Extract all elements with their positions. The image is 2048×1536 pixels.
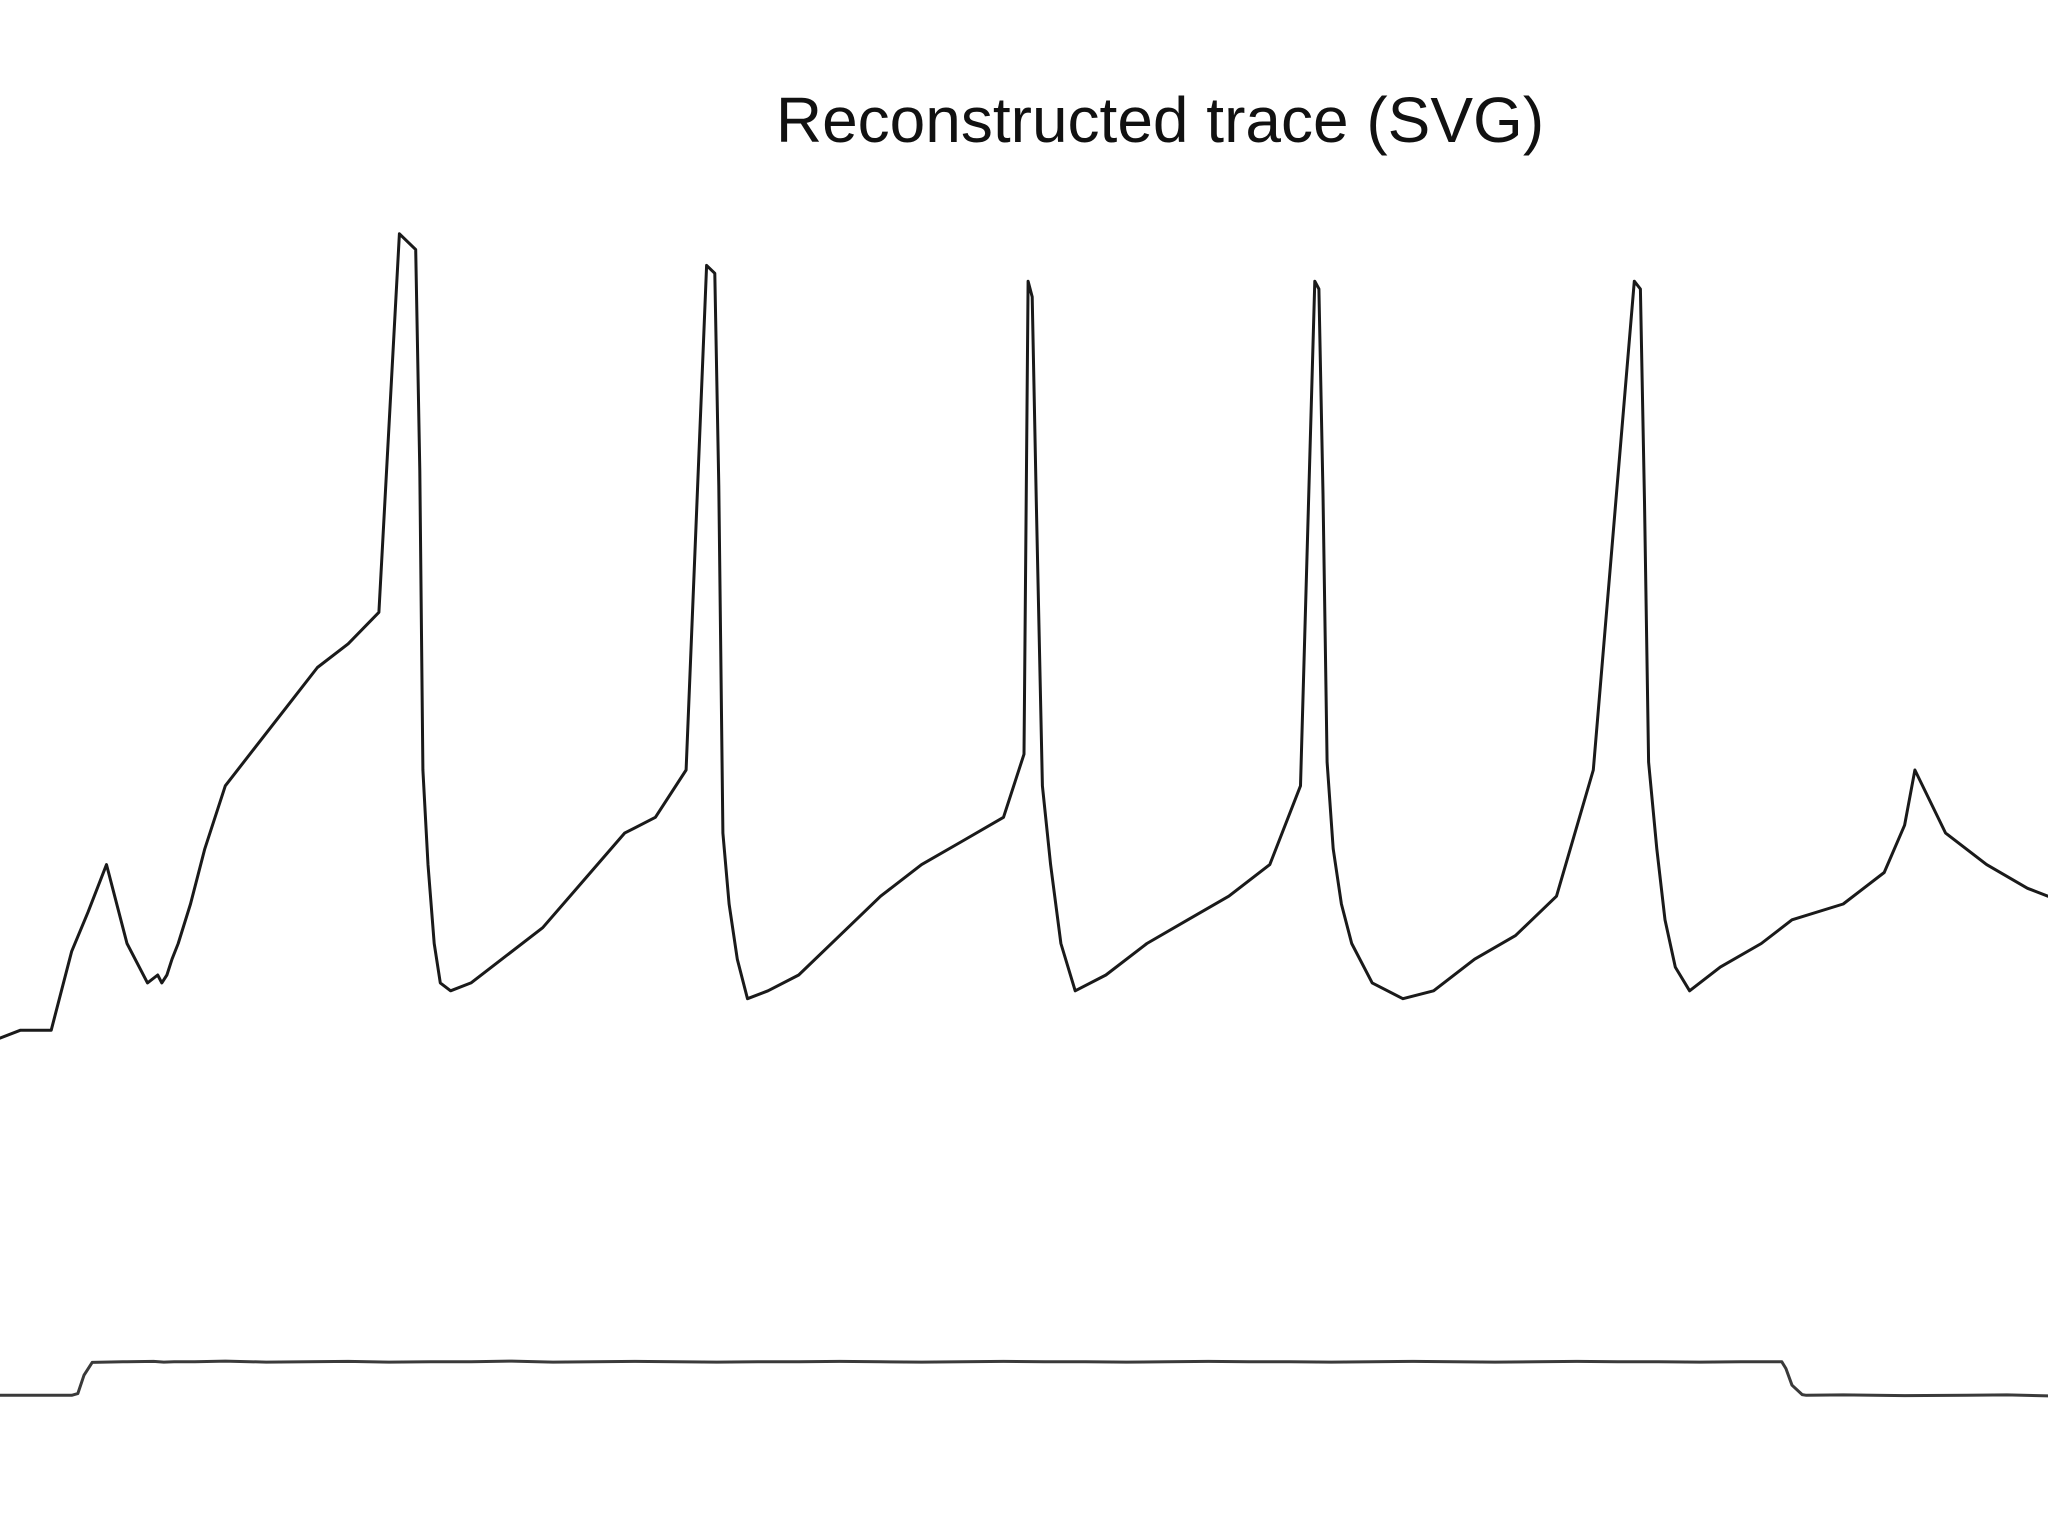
voltage-trace-line (0, 232, 2048, 1040)
current-trace-line (0, 1359, 2048, 1398)
chart-title: Reconstructed trace (SVG) (776, 84, 1544, 156)
plot-area (0, 232, 2048, 1398)
